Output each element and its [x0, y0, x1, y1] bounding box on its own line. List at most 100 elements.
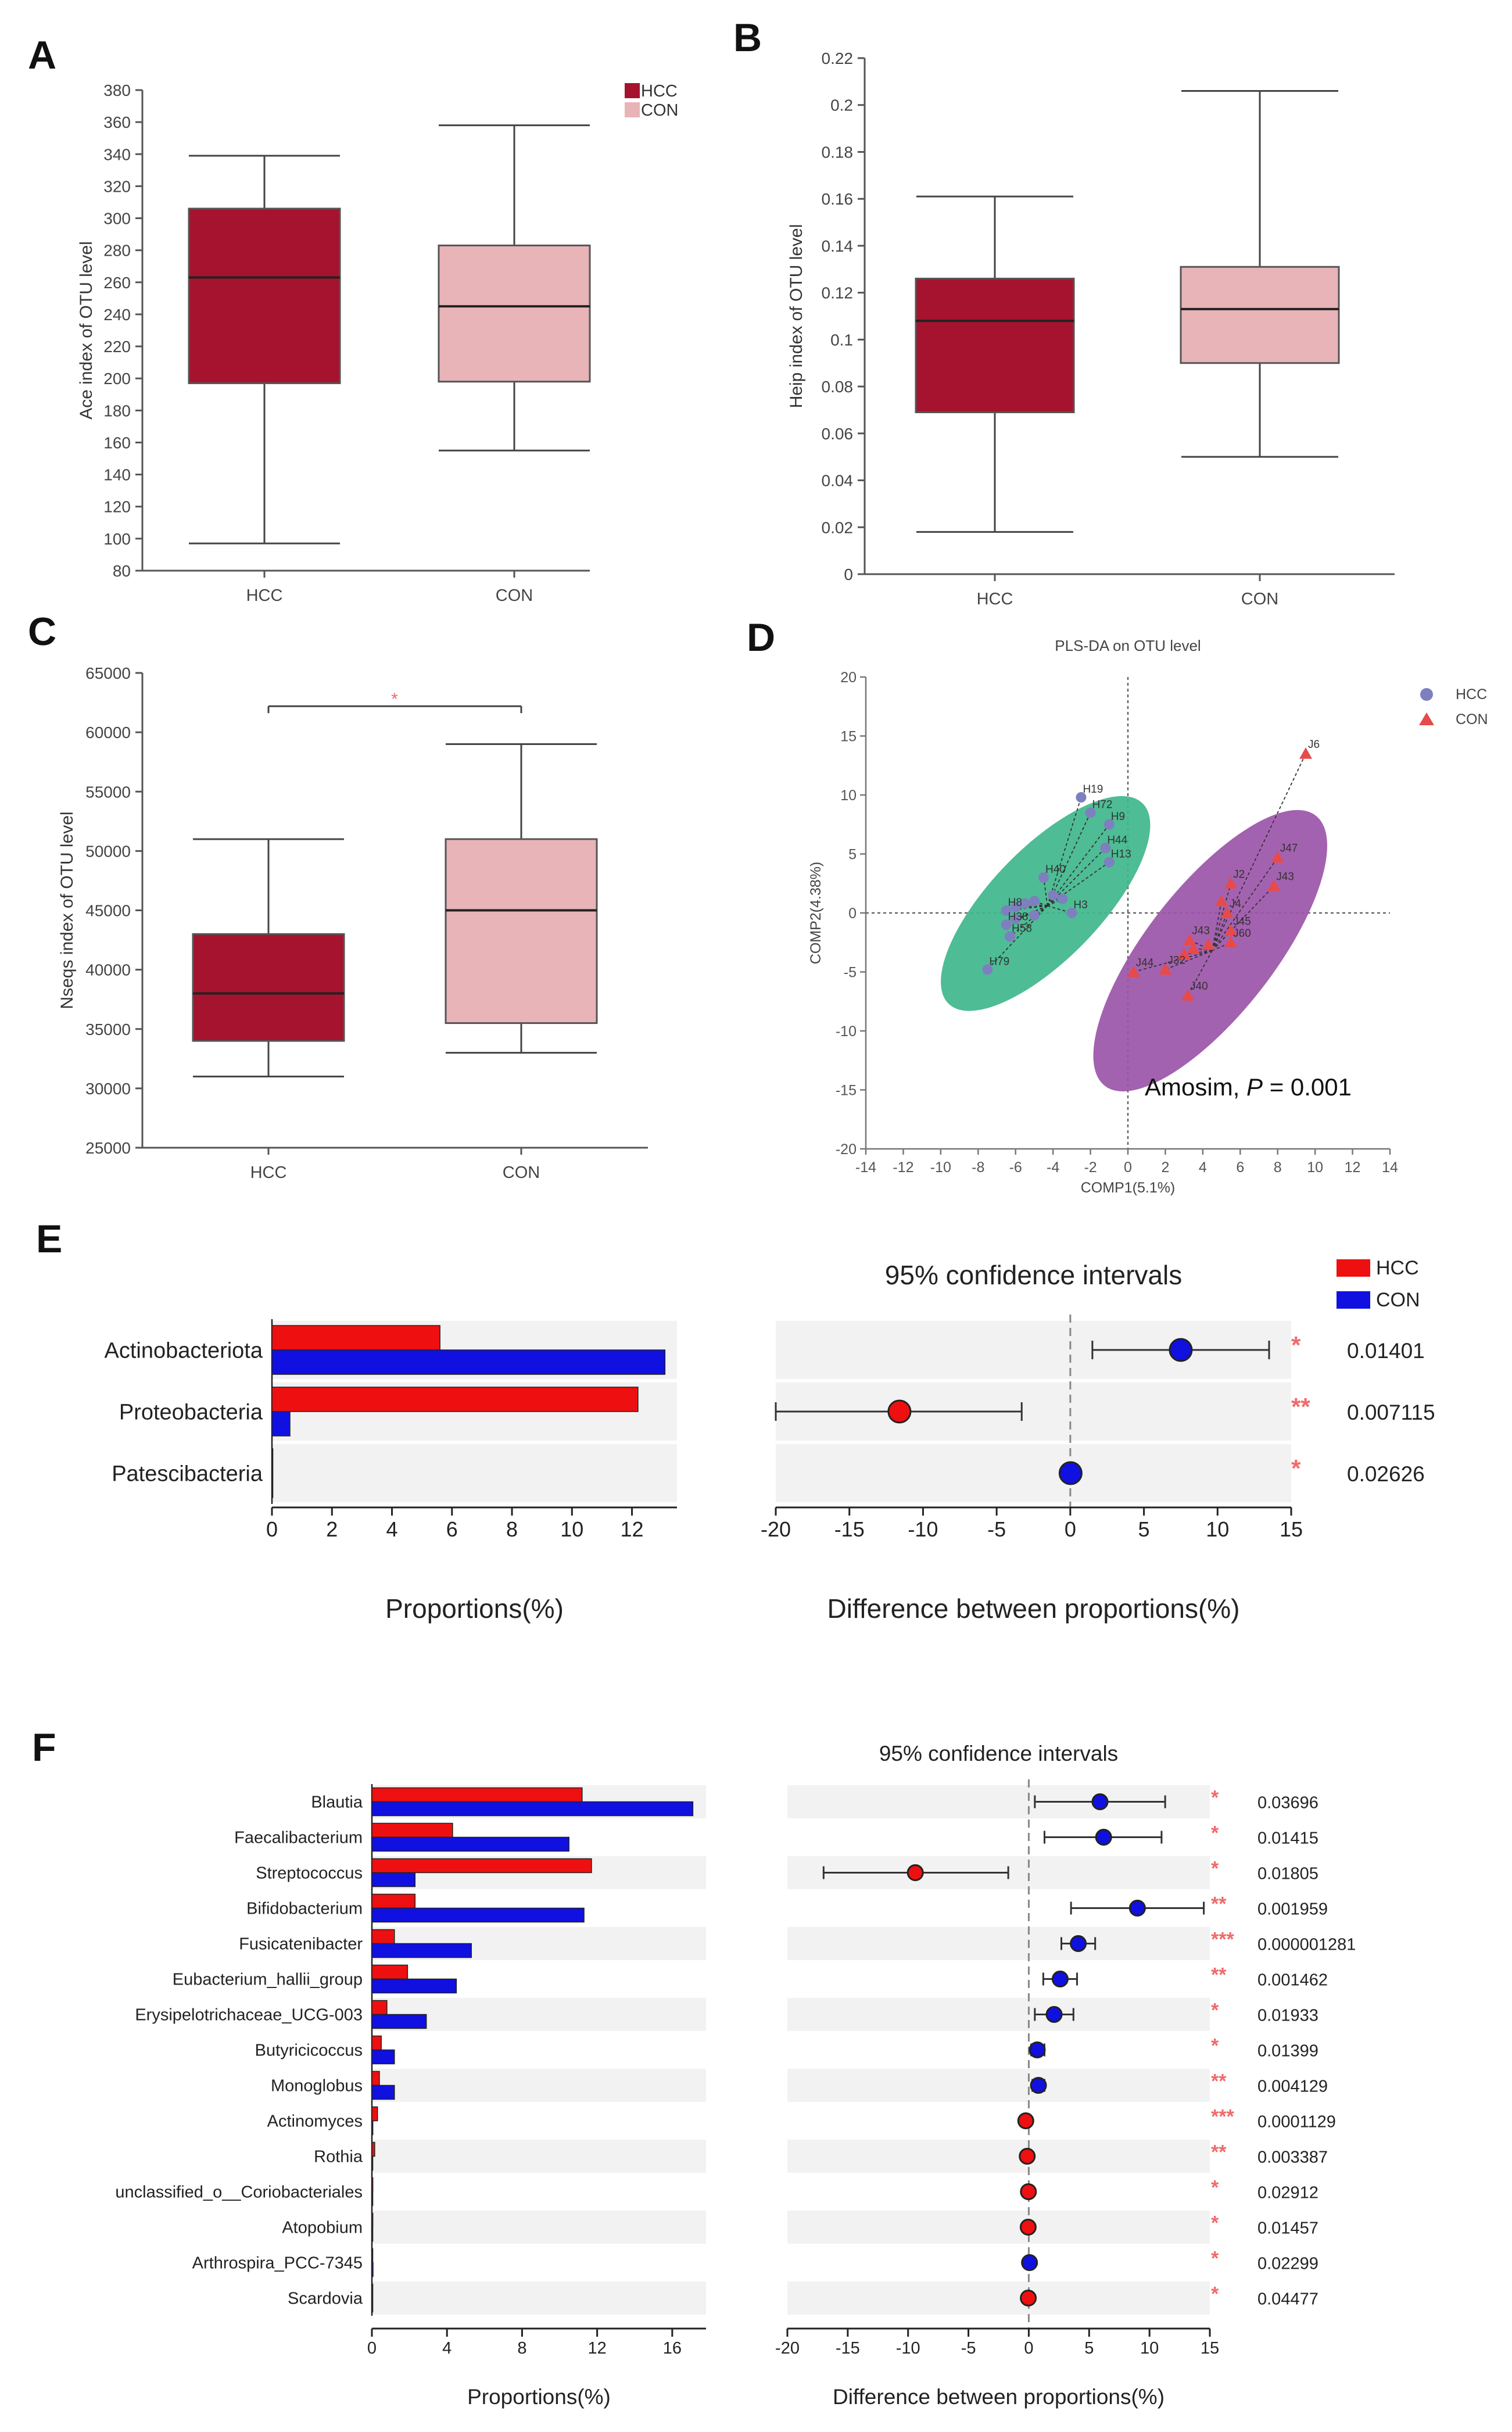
y-tick-label: 60000: [85, 723, 131, 742]
centroid-spoke-con: [1212, 883, 1232, 951]
bar-con: [371, 1801, 694, 1817]
y-tick-label: 50000: [85, 842, 131, 860]
y-tick-label: 0.18: [822, 143, 854, 161]
x-tick-label: -15: [836, 2339, 860, 2358]
scatter-point-hcc: [1001, 905, 1012, 916]
scatter-point-hcc: [1005, 931, 1016, 942]
x-tick-label: -10: [930, 1159, 951, 1176]
p-value: 0.02626: [1347, 1462, 1425, 1486]
box-con: [1180, 266, 1340, 364]
y-tick-label: 200: [103, 370, 131, 388]
point-label: H40: [1045, 864, 1066, 876]
row-label: Blautia: [311, 1793, 363, 1812]
x-tick-label: 10: [1140, 2339, 1159, 2358]
significance-stars: *: [1211, 2177, 1219, 2199]
y-tick-label: -20: [836, 1141, 857, 1158]
p-value: 0.000001281: [1257, 1936, 1356, 1954]
bar-con: [371, 2014, 427, 2029]
y-tick-label: 0.06: [822, 425, 854, 443]
y-tick-label: 0.1: [830, 331, 853, 349]
legend-swatch-hcc: [625, 83, 640, 98]
x-tick-label: -2: [1084, 1159, 1097, 1176]
bar-con: [371, 1907, 585, 1923]
point-label: J40: [1190, 980, 1208, 993]
scatter-point-hcc: [1010, 914, 1021, 925]
scatter-point-con: [1127, 965, 1140, 977]
y-tick-label: 10: [840, 787, 857, 804]
point-label: H79: [989, 955, 1009, 968]
centroid-spoke-con: [1187, 950, 1213, 996]
row-band: [372, 2140, 706, 2173]
significance-stars: **: [1291, 1393, 1310, 1420]
bar-hcc: [371, 1964, 409, 1980]
centroid-spoke-hcc: [1047, 895, 1054, 907]
scatter-point-hcc: [1057, 893, 1068, 904]
row-label: Streptococcus: [256, 1864, 363, 1883]
box-hcc: [188, 207, 341, 384]
centroid-spoke-hcc: [1006, 905, 1048, 911]
x-tick-label: -8: [972, 1159, 984, 1176]
y-tick-label: 180: [103, 402, 131, 420]
x-tick-label: CON: [496, 586, 533, 605]
x-tick-label: 5: [1084, 2339, 1094, 2358]
y-tick-label: -15: [836, 1083, 857, 1099]
centroid-spoke-con: [1212, 885, 1274, 951]
y-tick-label: 55000: [85, 783, 131, 801]
point-label: J4: [1230, 898, 1242, 910]
y-tick-label: -5: [844, 965, 857, 981]
legend-label-hcc: HCC: [1376, 1257, 1419, 1279]
legend-label-con: CON: [641, 101, 678, 120]
y-tick-label: 5: [848, 847, 857, 863]
significance-stars: *: [1211, 2248, 1219, 2270]
significance-stars: *: [1211, 2212, 1219, 2234]
significance-stars: *: [1291, 1455, 1301, 1482]
point-label: J45: [1233, 915, 1251, 927]
scatter-point-hcc: [1001, 919, 1012, 930]
diff-point: [1091, 1793, 1109, 1810]
diff-point: [1051, 1971, 1069, 1987]
annotation-prefix: Amosim,: [1145, 1073, 1246, 1101]
scatter-point-hcc: [1066, 908, 1077, 918]
row-band: [787, 2069, 1210, 2102]
diff-point: [1169, 1338, 1193, 1362]
bar-hcc: [371, 2071, 380, 2086]
annotation-suffix: = 0.001: [1263, 1073, 1352, 1101]
row-band: [372, 1998, 706, 2031]
x-axis-label: COMP1(5.1%): [1081, 1180, 1176, 1196]
diff-point: [907, 1864, 924, 1881]
centroid-spoke-hcc: [987, 905, 1048, 970]
row-label: Fusicatenibacter: [239, 1935, 363, 1954]
x-tick-label: 10: [560, 1517, 583, 1541]
bar-hcc: [371, 2248, 374, 2263]
significance-stars: **: [1211, 1964, 1227, 1986]
centroid-spoke-hcc: [1047, 797, 1082, 907]
legend-label-con: CON: [1456, 711, 1488, 728]
bar-con: [371, 2049, 395, 2065]
y-tick-label: 220: [103, 338, 131, 356]
x-tick-label: 8: [506, 1517, 518, 1541]
point-label: J43: [1276, 871, 1294, 883]
x-tick-label: -5: [987, 1517, 1006, 1541]
diff-point: [1128, 1900, 1146, 1917]
row-label: Proteobacteria: [119, 1400, 263, 1424]
p-value: 0.0001129: [1257, 2113, 1336, 2132]
confidence-ellipse-hcc: [941, 796, 1151, 1011]
box-hcc: [192, 933, 345, 1042]
significance-stars: ***: [1211, 1929, 1234, 1951]
diff-point: [1017, 2112, 1034, 2129]
y-tick-label: 25000: [85, 1139, 131, 1157]
bar-hcc: [371, 1929, 395, 1944]
diff-point: [1019, 2219, 1037, 2236]
row-label: Actinobacteriota: [105, 1338, 263, 1363]
significance-stars: *: [1291, 1331, 1301, 1359]
row-label: Bifidobacterium: [246, 1900, 363, 1918]
scatter-point-con: [1271, 851, 1284, 863]
x-tick-label: 0: [367, 2339, 377, 2358]
y-tick-label: 340: [103, 145, 131, 163]
x-tick-label: -14: [855, 1159, 876, 1176]
bar-hcc: [371, 2035, 382, 2051]
x-tick-label: HCC: [977, 590, 1013, 608]
x-tick-label: 12: [588, 2339, 607, 2358]
x-tick-label: -15: [834, 1517, 865, 1541]
row-band: [787, 2281, 1210, 2315]
